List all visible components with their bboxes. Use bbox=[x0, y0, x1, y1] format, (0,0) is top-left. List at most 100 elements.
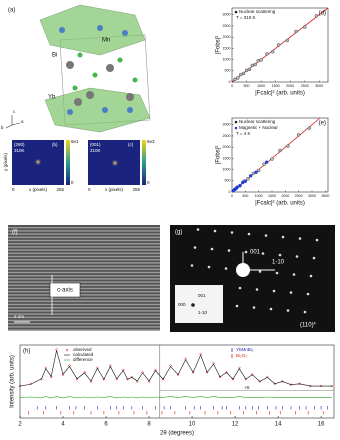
reflection: (001) bbox=[90, 142, 101, 147]
octahedra-bottom bbox=[44, 87, 151, 133]
fringe bbox=[8, 326, 160, 328]
spot bbox=[264, 234, 268, 237]
x-tick-label: 12 bbox=[232, 422, 239, 428]
x-tick-label: 1500 bbox=[268, 194, 276, 198]
point bbox=[278, 148, 282, 153]
colorbar bbox=[66, 140, 70, 185]
y-tick-label: 2000 bbox=[223, 145, 231, 149]
hrtem-image bbox=[8, 225, 160, 330]
x-tick-label: 8 bbox=[147, 422, 151, 428]
x-axis-label: 2θ (degrees) bbox=[160, 431, 194, 437]
y-tick-label: 1500 bbox=[223, 156, 231, 160]
spot bbox=[281, 235, 285, 239]
fringe bbox=[8, 275, 160, 277]
point bbox=[314, 14, 319, 18]
y-tick-label: 0 bbox=[229, 80, 231, 84]
spot bbox=[298, 237, 302, 240]
y-tick-label: 2500 bbox=[223, 24, 231, 28]
spot bbox=[292, 273, 296, 276]
x-tick-label: 0 bbox=[231, 194, 233, 198]
x-tick-label: 255 bbox=[132, 187, 140, 192]
colorbar-max: 6e1 bbox=[71, 139, 79, 144]
spot bbox=[213, 229, 217, 233]
point bbox=[262, 162, 266, 166]
fringe bbox=[8, 291, 160, 293]
observed-point bbox=[251, 373, 254, 376]
fringe bbox=[8, 278, 160, 280]
spot bbox=[244, 250, 248, 254]
point bbox=[233, 77, 237, 82]
zone-label: (110)* bbox=[300, 323, 317, 329]
inset-spot bbox=[191, 303, 195, 307]
plot-frame bbox=[231, 117, 329, 193]
point bbox=[270, 157, 274, 161]
x-tick-label: 1500 bbox=[272, 84, 280, 88]
fringe bbox=[8, 300, 160, 302]
spot bbox=[278, 253, 282, 257]
point bbox=[248, 174, 253, 178]
spot bbox=[255, 288, 259, 291]
legend-label: Nuclear scattering bbox=[239, 9, 276, 14]
fringe bbox=[8, 297, 160, 299]
fringe bbox=[8, 246, 160, 248]
point bbox=[240, 180, 245, 185]
annotation: T = 310 K bbox=[236, 15, 256, 20]
charts: 0 500 1000 1500 2000 2500 30000500100015002000… bbox=[10, 7, 335, 437]
atom-label: Mn bbox=[102, 38, 110, 44]
observed-point bbox=[218, 375, 222, 379]
spot bbox=[247, 232, 251, 236]
colorbar-max: 6e3 bbox=[147, 139, 155, 144]
reflection: (260) bbox=[14, 142, 25, 147]
fringe bbox=[8, 271, 160, 274]
point bbox=[243, 179, 248, 183]
spot bbox=[289, 291, 293, 294]
plot-frame bbox=[19, 344, 335, 419]
point bbox=[239, 72, 243, 77]
calculated-line bbox=[19, 350, 332, 387]
temperature: 310K bbox=[90, 148, 101, 153]
fringe bbox=[8, 287, 160, 290]
x-tick-label: 1000 bbox=[255, 194, 263, 198]
legend-label: calculated bbox=[73, 352, 94, 357]
spot bbox=[312, 256, 316, 260]
point bbox=[259, 58, 263, 62]
fringe bbox=[8, 239, 160, 242]
panel-label: (d) bbox=[319, 11, 326, 17]
yb-atoms bbox=[66, 61, 134, 106]
point bbox=[264, 160, 269, 164]
x-axis-label: x (pixels) bbox=[29, 187, 48, 192]
point bbox=[235, 185, 240, 189]
x-tick-label: 3500 bbox=[321, 194, 329, 198]
legend-marker bbox=[234, 120, 238, 124]
point bbox=[250, 63, 255, 68]
fringe bbox=[8, 268, 160, 270]
observed-point bbox=[225, 371, 228, 374]
point bbox=[271, 50, 275, 54]
legend-label: observed bbox=[73, 347, 92, 352]
point bbox=[286, 144, 290, 148]
panel-label: (a) bbox=[8, 8, 15, 14]
y-tick-label: 500 bbox=[225, 179, 231, 183]
axis-label: a bbox=[21, 119, 24, 124]
x-tick-label: 3000 bbox=[315, 84, 323, 88]
spot bbox=[227, 249, 231, 252]
point bbox=[247, 67, 252, 72]
spot bbox=[210, 247, 214, 251]
spot bbox=[190, 264, 194, 267]
observed-point bbox=[191, 371, 195, 374]
spot-label: 001 bbox=[250, 250, 261, 256]
atom-label: Bi bbox=[52, 53, 57, 59]
fringe bbox=[8, 329, 160, 331]
legend-marker bbox=[65, 348, 69, 352]
octahedra-top bbox=[39, 4, 146, 56]
point bbox=[241, 71, 246, 76]
spot bbox=[252, 306, 256, 309]
panel-g: 001 1-10 000 001 1-10 (110)* (g) bbox=[170, 225, 335, 332]
panel-label: (e) bbox=[319, 121, 326, 127]
spot bbox=[235, 304, 239, 308]
panel-b: (260) 310K (b) 6e1 0 0 255 x (pixels) y … bbox=[3, 139, 79, 192]
observed-point bbox=[161, 378, 165, 381]
point bbox=[236, 76, 240, 80]
x-tick-label: 255 bbox=[56, 187, 64, 192]
temperature: 310K bbox=[14, 148, 25, 153]
